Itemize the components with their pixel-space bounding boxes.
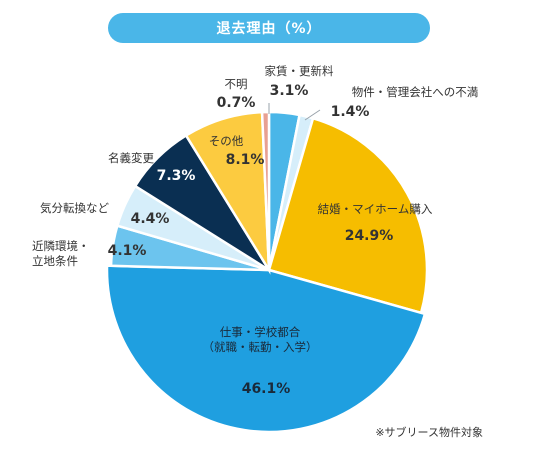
- pie-slice: [105, 264, 427, 434]
- pie-slice: [267, 116, 429, 315]
- slice-label: 仕事・学校都合: [220, 325, 301, 339]
- slice-label: 気分転換など: [40, 201, 109, 215]
- slice-value-label: 46.1%: [242, 381, 291, 397]
- slice-value-label: 8.1%: [226, 152, 265, 168]
- slice-label: 不明: [225, 77, 248, 91]
- slice-label: 家賃・更新料: [265, 64, 334, 78]
- slice-value-label: 0.7%: [217, 95, 256, 111]
- slice-label: 立地条件: [32, 254, 78, 268]
- slice-label: その他: [209, 134, 244, 148]
- slice-value-label: 4.1%: [108, 243, 147, 259]
- slice-label: 結婚・マイホーム購入: [318, 202, 433, 216]
- slice-value-label: 24.9%: [345, 228, 394, 244]
- slice-label: 近隣環境・: [32, 239, 90, 253]
- footnote: ※サブリース物件対象: [375, 426, 483, 439]
- slice-value-label: 1.4%: [331, 104, 370, 120]
- slice-value-label: 3.1%: [270, 83, 309, 99]
- slice-value-label: 4.4%: [131, 211, 170, 227]
- slice-label: 物件・管理会社への不満: [352, 85, 479, 99]
- chart-title: 退去理由（%）: [108, 13, 430, 43]
- leader-line: [304, 109, 321, 121]
- slice-label: （就職・転勤・入学）: [203, 340, 318, 354]
- slice-label: 名義変更: [108, 151, 154, 165]
- slice-value-label: 7.3%: [157, 168, 196, 184]
